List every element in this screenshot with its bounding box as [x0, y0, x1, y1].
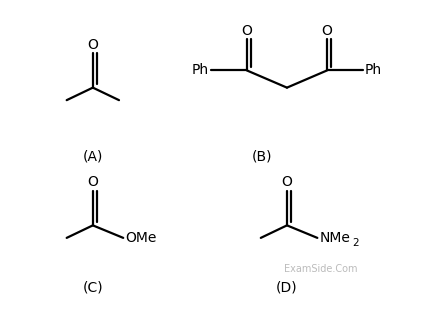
Text: Ph: Ph: [365, 64, 382, 77]
Text: O: O: [241, 23, 252, 38]
Text: O: O: [87, 38, 98, 52]
Text: (A): (A): [83, 150, 103, 163]
Text: Ph: Ph: [192, 64, 209, 77]
Text: ExamSide.Com: ExamSide.Com: [284, 264, 357, 274]
Text: (D): (D): [276, 281, 298, 295]
Text: 2: 2: [352, 238, 359, 248]
Text: (B): (B): [252, 150, 272, 163]
Text: OMe: OMe: [125, 231, 157, 245]
Text: NMe: NMe: [319, 231, 350, 245]
Text: O: O: [322, 23, 333, 38]
Text: (C): (C): [83, 281, 103, 295]
Text: O: O: [281, 175, 292, 189]
Text: O: O: [87, 175, 98, 189]
